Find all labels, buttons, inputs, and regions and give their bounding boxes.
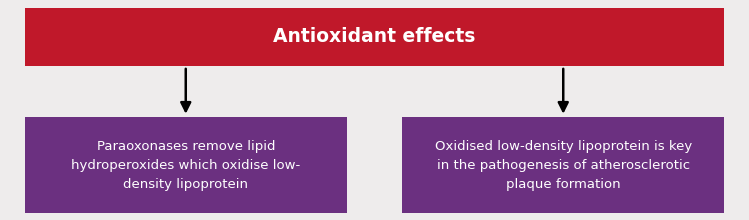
- FancyBboxPatch shape: [25, 117, 347, 213]
- FancyBboxPatch shape: [25, 8, 724, 66]
- Text: Antioxidant effects: Antioxidant effects: [273, 27, 476, 46]
- Text: Oxidised low-density lipoprotein is key
in the pathogenesis of atherosclerotic
p: Oxidised low-density lipoprotein is key …: [434, 139, 692, 191]
- FancyBboxPatch shape: [402, 117, 724, 213]
- Text: Paraoxonases remove lipid
hydroperoxides which oxidise low-
density lipoprotein: Paraoxonases remove lipid hydroperoxides…: [71, 139, 300, 191]
